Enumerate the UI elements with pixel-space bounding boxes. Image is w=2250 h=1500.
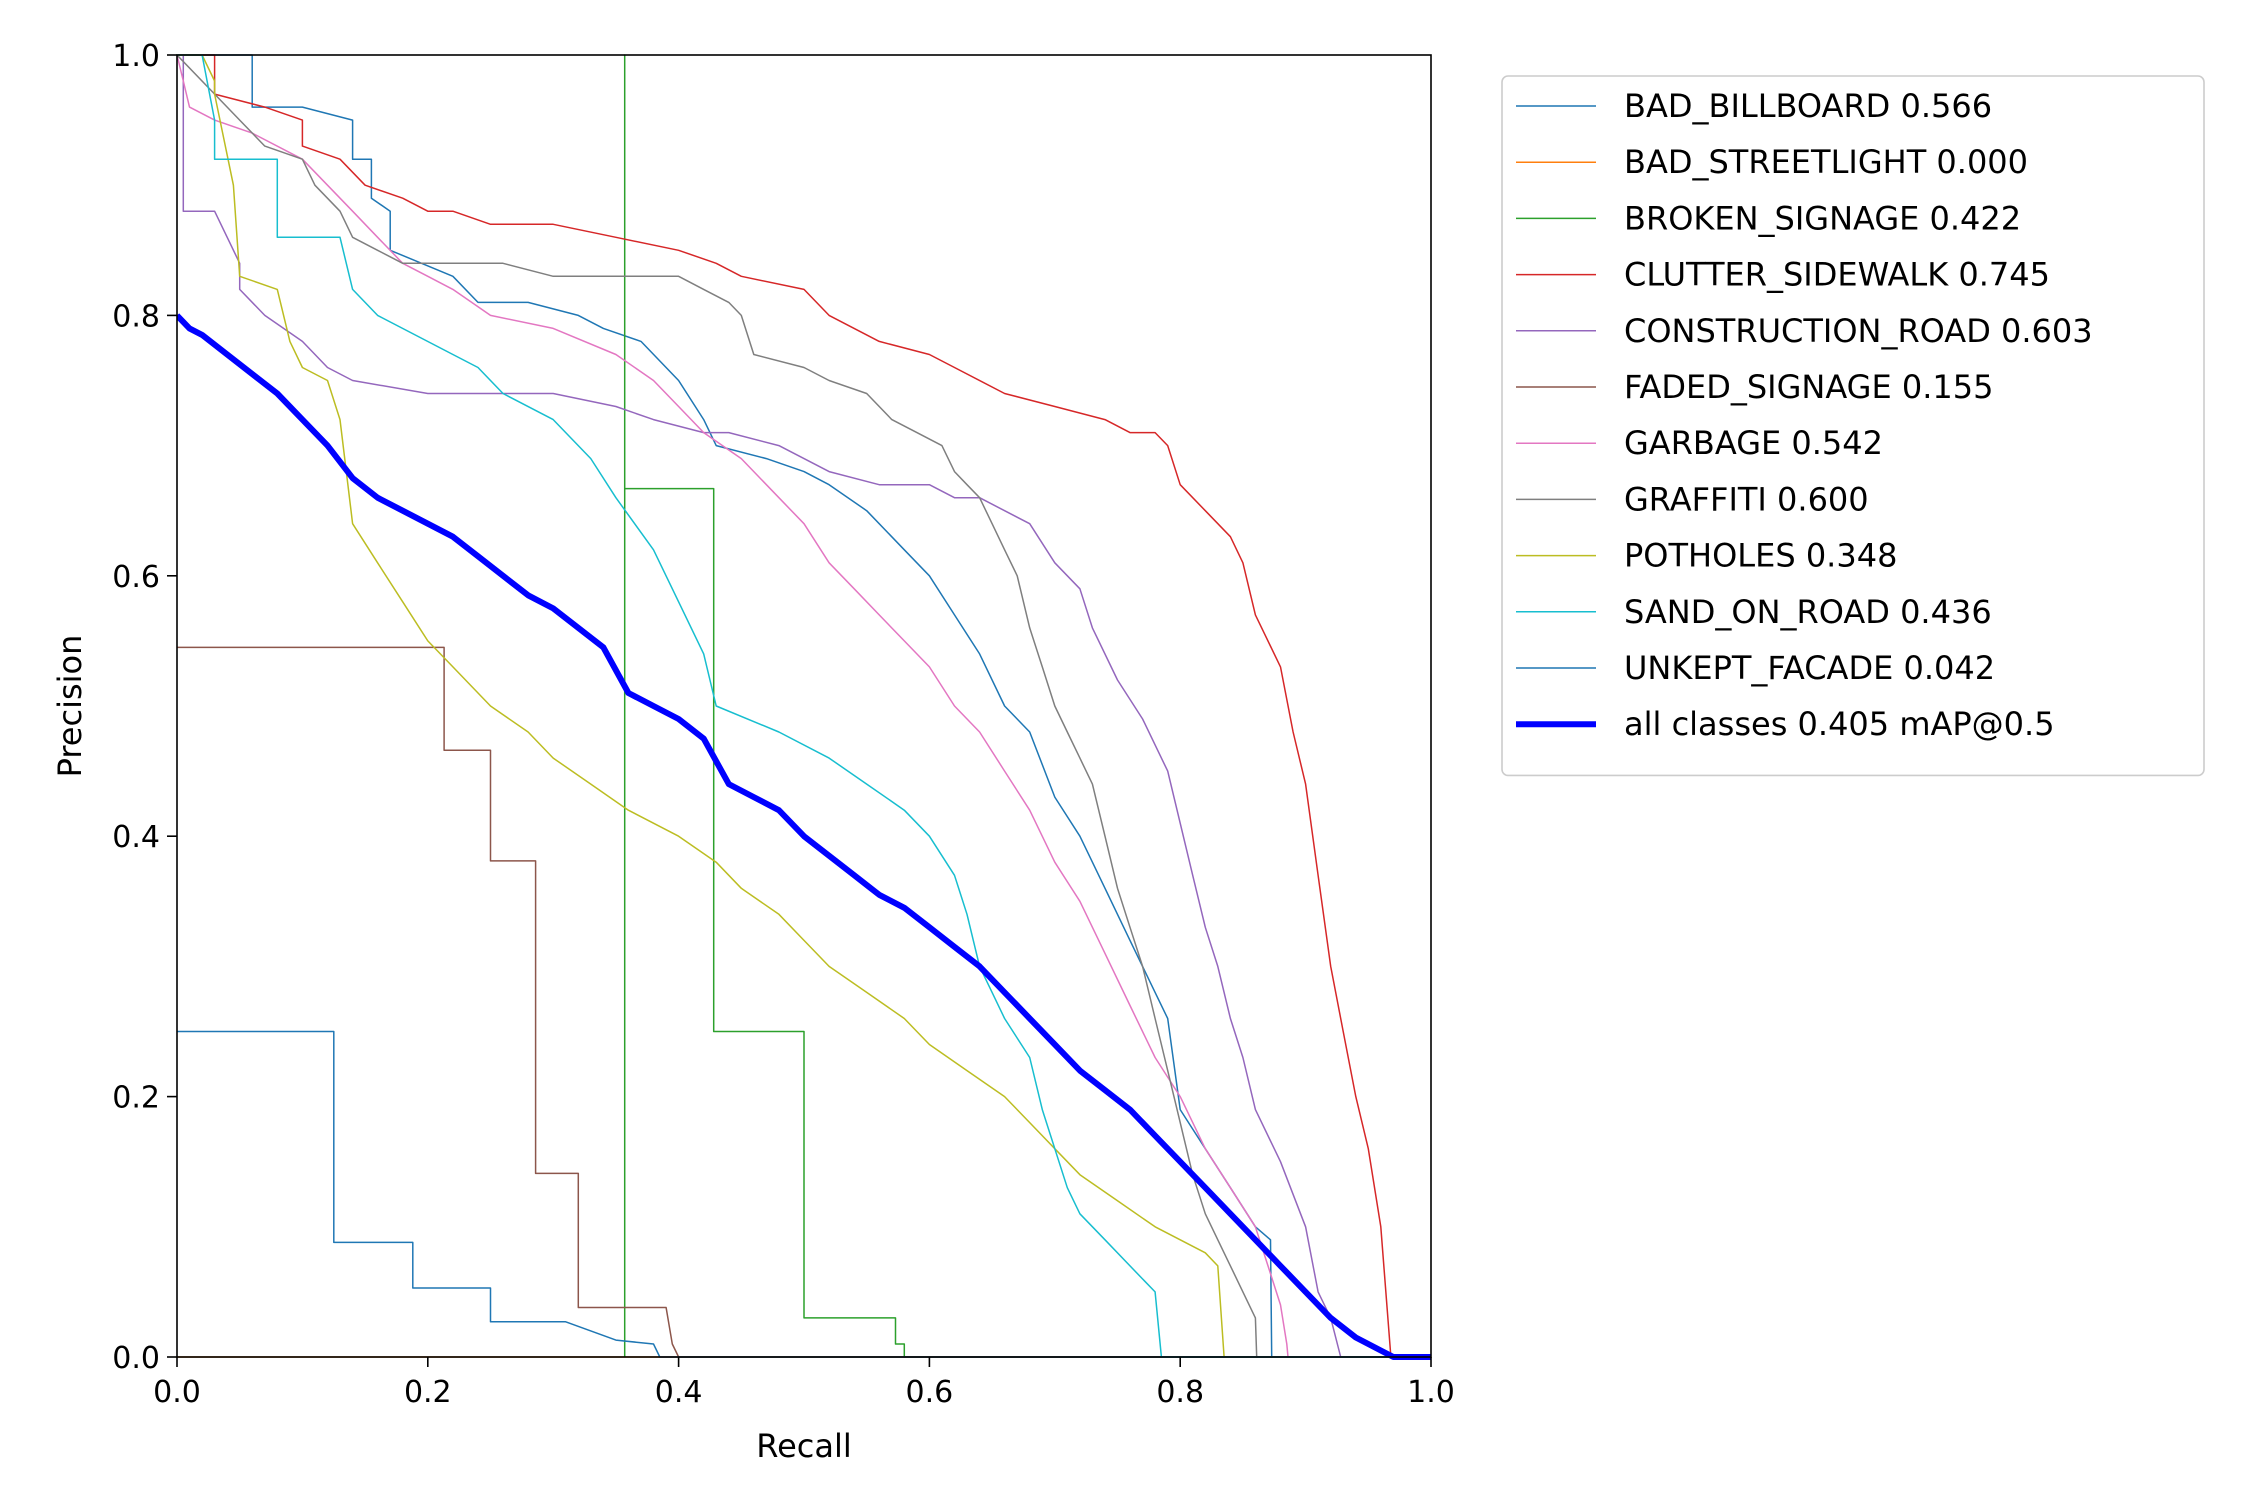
legend-label: all classes 0.405 mAP@0.5 — [1624, 705, 2055, 743]
legend-label: GRAFFITI 0.600 — [1624, 480, 1869, 518]
legend: BAD_BILLBOARD 0.566 BAD_STREETLIGHT 0.000… — [1501, 75, 2205, 777]
series-line-clutter-sidewalk — [177, 54, 1431, 1358]
y-tick-label: 1.0 — [112, 39, 160, 74]
y-tick-label: 0.4 — [112, 820, 160, 855]
y-tick-label: 0.8 — [112, 299, 160, 334]
plot-frame — [176, 54, 1432, 1358]
x-tick-label: 1.0 — [1407, 1375, 1455, 1410]
legend-label: FADED_SIGNAGE 0.155 — [1624, 368, 1993, 406]
legend-label: CLUTTER_SIDEWALK 0.745 — [1624, 256, 2050, 294]
x-tick-label: 0.0 — [153, 1375, 201, 1410]
legend-label: BAD_STREETLIGHT 0.000 — [1624, 143, 2028, 181]
series-line-faded-signage — [177, 646, 1431, 1358]
y-tick-label: 0.2 — [112, 1081, 160, 1116]
x-axis-label: Recall — [756, 1427, 851, 1465]
legend-label: CONSTRUCTION_ROAD 0.603 — [1624, 312, 2093, 350]
legend-label: SAND_ON_ROAD 0.436 — [1624, 593, 1992, 631]
series-line-graffiti — [177, 54, 1431, 1358]
series-line-bad-billboard — [177, 54, 1431, 1358]
legend-box — [1501, 75, 2205, 777]
legend-label: BAD_BILLBOARD 0.566 — [1624, 87, 1992, 125]
x-tick-label: 0.2 — [404, 1375, 452, 1410]
x-tick-label: 0.8 — [1156, 1375, 1204, 1410]
axis-ticks: 0.0 0.2 0.4 0.6 0.8 1.0 0.0 0.2 0.4 0.6 0.8 1.0 — [112, 39, 1455, 1410]
legend-label: UNKEPT_FACADE 0.042 — [1624, 649, 1995, 687]
x-tick-label: 0.4 — [655, 1375, 703, 1410]
x-tick-label: 0.6 — [906, 1375, 954, 1410]
series-line-potholes — [177, 54, 1431, 1358]
series-line-broken-signage — [623, 54, 1431, 1358]
y-tick-label: 0.6 — [112, 560, 160, 595]
series-line-garbage — [177, 54, 1431, 1358]
legend-label: BROKEN_SIGNAGE 0.422 — [1624, 199, 2021, 237]
series-line-sand-on-road — [177, 54, 1431, 1358]
y-tick-label: 0.0 — [112, 1341, 160, 1376]
y-axis-label: Precision — [51, 635, 89, 778]
legend-label: POTHOLES 0.348 — [1624, 537, 1897, 575]
series-line-all — [177, 313, 1431, 1360]
legend-label: GARBAGE 0.542 — [1624, 424, 1883, 462]
